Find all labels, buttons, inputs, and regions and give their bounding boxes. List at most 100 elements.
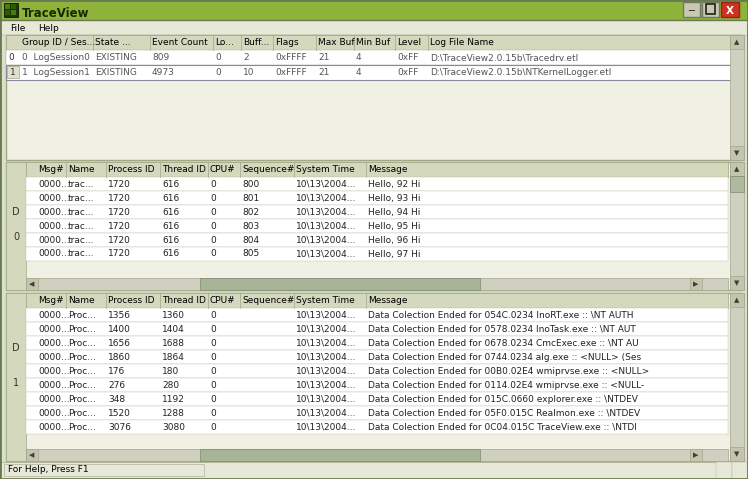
Text: Proc...: Proc...	[68, 324, 96, 333]
Text: 0: 0	[210, 194, 215, 203]
Text: trac...: trac...	[68, 180, 94, 189]
Text: 616: 616	[162, 194, 180, 203]
Bar	[730, 162, 744, 176]
Text: trac...: trac...	[68, 236, 94, 244]
Text: trac...: trac...	[68, 250, 94, 259]
Bar	[200, 449, 480, 461]
Text: 10\13\2004...: 10\13\2004...	[296, 380, 356, 389]
Text: 0000...: 0000...	[38, 207, 70, 217]
Text: Data Colection Ended for 0C04.015C TraceView.exe :: \NTDI: Data Colection Ended for 0C04.015C Trace…	[368, 422, 637, 432]
Text: 3080: 3080	[162, 422, 185, 432]
Text: Proc...: Proc...	[68, 422, 96, 432]
Bar	[6, 35, 742, 160]
Text: Message: Message	[368, 296, 408, 305]
Text: 1: 1	[10, 68, 16, 77]
Text: trac...: trac...	[68, 194, 94, 203]
Text: 0000...: 0000...	[38, 250, 70, 259]
Text: System Time: System Time	[296, 165, 355, 174]
Text: 1720: 1720	[108, 221, 131, 230]
Bar	[26, 219, 728, 233]
Bar	[26, 191, 728, 205]
Text: 802: 802	[242, 207, 259, 217]
Text: 1356: 1356	[108, 310, 131, 319]
Text: Group ID / Ses...: Group ID / Ses...	[22, 38, 95, 47]
Text: Proc...: Proc...	[68, 310, 96, 319]
Text: Buff...: Buff...	[243, 38, 269, 47]
Bar	[4, 464, 204, 476]
Text: Process ID: Process ID	[108, 296, 155, 305]
Text: 4: 4	[356, 53, 361, 62]
Text: trac...: trac...	[68, 221, 94, 230]
Text: 348: 348	[108, 395, 125, 403]
Bar	[6, 293, 26, 461]
Text: 1  LogSession1: 1 LogSession1	[22, 68, 90, 77]
Text: 0  LogSession0: 0 LogSession0	[22, 53, 90, 62]
Bar	[0, 20, 748, 35]
Text: Hello, 92 Hi: Hello, 92 Hi	[368, 180, 420, 189]
Bar	[690, 449, 702, 461]
Bar	[730, 276, 744, 290]
Text: 0000...: 0000...	[38, 339, 70, 347]
Bar	[26, 308, 728, 322]
Text: 10\13\2004...: 10\13\2004...	[296, 310, 356, 319]
Text: 0000...: 0000...	[38, 194, 70, 203]
Text: 0: 0	[210, 395, 215, 403]
Text: 1864: 1864	[162, 353, 185, 362]
Text: 10\13\2004...: 10\13\2004...	[296, 194, 356, 203]
Text: 803: 803	[242, 221, 260, 230]
Text: 804: 804	[242, 236, 259, 244]
Bar	[26, 449, 728, 461]
Text: 10\13\2004...: 10\13\2004...	[296, 250, 356, 259]
Text: 0: 0	[210, 409, 215, 418]
Text: D:\TraceView2.0.15b\Tracedrv.etl: D:\TraceView2.0.15b\Tracedrv.etl	[430, 53, 578, 62]
Text: 0000...: 0000...	[38, 380, 70, 389]
Text: 276: 276	[108, 380, 125, 389]
Text: TraceView: TraceView	[22, 7, 90, 20]
Text: 0: 0	[210, 310, 215, 319]
Text: ◀: ◀	[29, 281, 34, 287]
Text: 0000...: 0000...	[38, 409, 70, 418]
Text: 801: 801	[242, 194, 260, 203]
Text: Proc...: Proc...	[68, 366, 96, 376]
Text: 0: 0	[210, 380, 215, 389]
Text: 0000...: 0000...	[38, 236, 70, 244]
Text: 1520: 1520	[108, 409, 131, 418]
Text: Data Colection Ended for 0744.0234 alg.exe :: <NULL> (Ses: Data Colection Ended for 0744.0234 alg.e…	[368, 353, 641, 362]
Text: Data Colection Ended for 054C.0234 InoRT.exe :: \NT AUTH: Data Colection Ended for 054C.0234 InoRT…	[368, 310, 634, 319]
Text: 10\13\2004...: 10\13\2004...	[296, 221, 356, 230]
Text: 10\13\2004...: 10\13\2004...	[296, 353, 356, 362]
Text: 10\13\2004...: 10\13\2004...	[296, 422, 356, 432]
Text: Hello, 96 Hi: Hello, 96 Hi	[368, 236, 420, 244]
Bar	[26, 406, 728, 420]
Text: 1360: 1360	[162, 310, 185, 319]
Bar	[0, 0, 748, 20]
Text: 616: 616	[162, 221, 180, 230]
Text: Data Colection Ended for 0578.0234 InoTask.exe :: \NT AUT: Data Colection Ended for 0578.0234 InoTa…	[368, 324, 636, 333]
Text: ▼: ▼	[735, 280, 740, 286]
Text: 1288: 1288	[162, 409, 185, 418]
Text: 0xFF: 0xFF	[397, 68, 418, 77]
Bar	[26, 336, 728, 350]
Text: 10\13\2004...: 10\13\2004...	[296, 395, 356, 403]
Bar	[730, 293, 744, 307]
Text: Process ID: Process ID	[108, 165, 155, 174]
Bar	[26, 420, 728, 434]
Text: 21: 21	[318, 53, 329, 62]
Bar	[11, 4, 16, 9]
Text: 0: 0	[210, 236, 215, 244]
Text: 0xFFFF: 0xFFFF	[275, 53, 307, 62]
Text: ▲: ▲	[735, 297, 740, 303]
Text: 0xFF: 0xFF	[397, 53, 418, 62]
Text: 1720: 1720	[108, 180, 131, 189]
Text: D:\TraceView2.0.15b\NTKernelLogger.etl: D:\TraceView2.0.15b\NTKernelLogger.etl	[430, 68, 611, 77]
Text: 10\13\2004...: 10\13\2004...	[296, 324, 356, 333]
Text: 2: 2	[243, 53, 248, 62]
Text: 1404: 1404	[162, 324, 185, 333]
Text: 1720: 1720	[108, 250, 131, 259]
Bar	[26, 364, 728, 378]
Text: Data Colection Ended for 00B0.02E4 wmiprvse.exe :: <NULL>: Data Colection Ended for 00B0.02E4 wmipr…	[368, 366, 649, 376]
Text: Lo...: Lo...	[215, 38, 234, 47]
Text: 0: 0	[210, 250, 215, 259]
Text: Proc...: Proc...	[68, 339, 96, 347]
Text: Min Buf: Min Buf	[356, 38, 390, 47]
